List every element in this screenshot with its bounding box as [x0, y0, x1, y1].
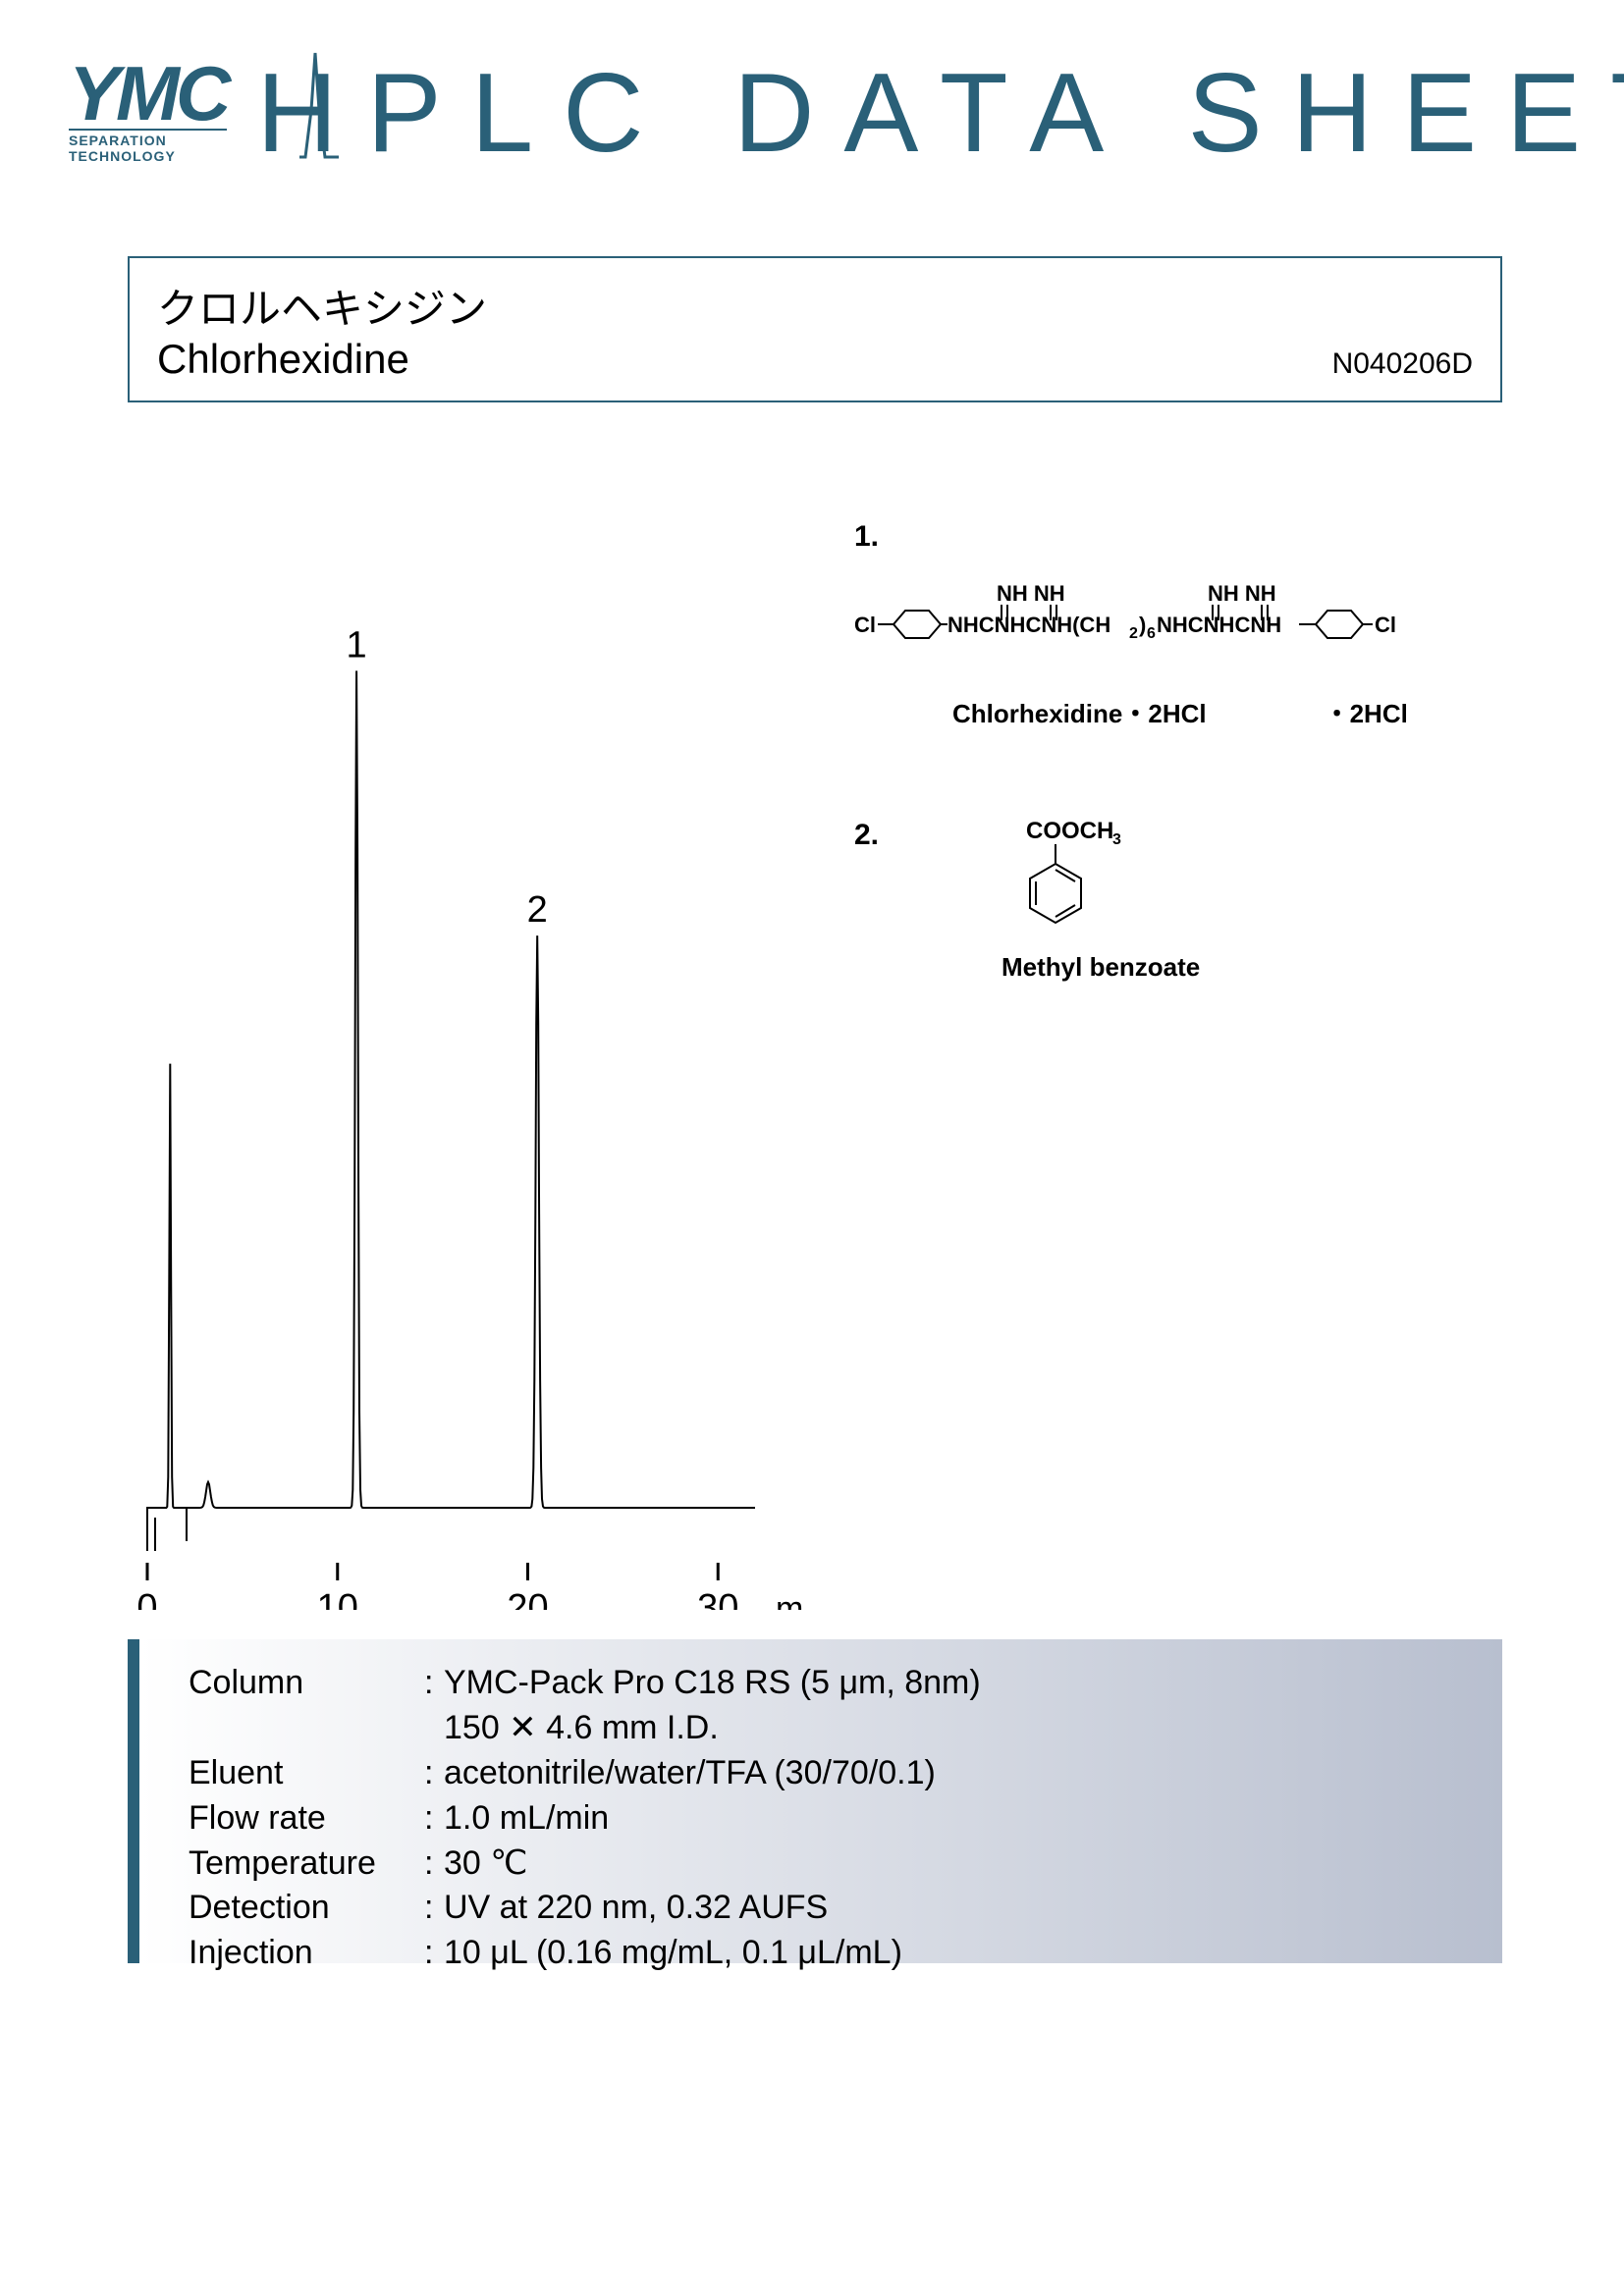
logo-peak-icon	[299, 51, 339, 159]
condition-row: Injection:10 μL (0.16 mg/mL, 0.1 μL/mL)	[189, 1931, 1473, 1976]
condition-row: Eluent:acetonitrile/water/TFA (30/70/0.1…	[189, 1751, 1473, 1796]
structure-1-diagram: Cl NH NH NH NH NHCNHCNH(CH 2 ) 6 NHCNHCN…	[854, 563, 1522, 681]
svg-text:): )	[1139, 613, 1146, 637]
condition-value: 150 ✕ 4.6 mm I.D.	[444, 1706, 1473, 1751]
title-box: クロルヘキシジン Chlorhexidine N040206D	[128, 256, 1502, 402]
condition-colon: :	[424, 1842, 444, 1887]
condition-label: Flow rate	[189, 1796, 424, 1842]
svg-text:Cl: Cl	[1375, 613, 1396, 637]
condition-colon: :	[424, 1886, 444, 1931]
condition-label: Eluent	[189, 1751, 424, 1796]
page: YMC SEPARATION TECHNOLOGY HPLC DATA SHEE…	[0, 0, 1624, 2296]
title-row2: Chlorhexidine N040206D	[157, 336, 1473, 383]
logo-main: YMC	[69, 61, 227, 126]
x-tick-label: 10	[317, 1587, 358, 1610]
title-en: Chlorhexidine	[157, 336, 409, 383]
svg-text:6: 6	[1147, 625, 1156, 642]
x-axis-unit: min	[776, 1590, 805, 1610]
condition-colon: :	[424, 1796, 444, 1842]
page-title: HPLC DATA SHEET	[256, 49, 1624, 178]
chromatogram-svg: 0 10 20 30 min 1 2	[118, 628, 805, 1610]
condition-colon: :	[424, 1751, 444, 1796]
condition-value: acetonitrile/water/TFA (30/70/0.1)	[444, 1751, 1473, 1796]
document-id: N040206D	[1332, 347, 1473, 381]
condition-colon: :	[424, 1931, 444, 1976]
condition-value: UV at 220 nm, 0.32 AUFS	[444, 1886, 1473, 1931]
svg-text:Cl: Cl	[854, 613, 876, 637]
structure-1-suffix: ・2HCl	[1325, 694, 1408, 730]
condition-label: Temperature	[189, 1842, 424, 1887]
peak-label: 2	[527, 889, 548, 931]
condition-value: YMC-Pack Pro C18 RS (5 μm, 8nm)	[444, 1661, 1473, 1706]
structure-2-diagram: COOCH 3	[997, 819, 1154, 946]
condition-label: Injection	[189, 1931, 424, 1976]
condition-label: Column	[189, 1661, 424, 1706]
condition-label	[189, 1706, 424, 1751]
conditions-box: Column:YMC-Pack Pro C18 RS (5 μm, 8nm)15…	[128, 1639, 1502, 1963]
x-tick-label: 30	[697, 1587, 738, 1610]
title-jp: クロルヘキシジン	[157, 276, 1473, 336]
condition-row: Temperature:30 ℃	[189, 1842, 1473, 1887]
condition-value: 30 ℃	[444, 1842, 1473, 1887]
condition-colon	[424, 1706, 444, 1751]
condition-row: Detection:UV at 220 nm, 0.32 AUFS	[189, 1886, 1473, 1931]
svg-text:2: 2	[1129, 625, 1138, 642]
structure-1-num: 1.	[854, 520, 1542, 554]
x-tick-label: 20	[507, 1587, 548, 1610]
structure-2-name: Methyl benzoate	[1001, 952, 1542, 983]
svg-text:NH NH: NH NH	[997, 581, 1065, 606]
structures-region: 1. Cl NH NH NH NH NHCNHCNH(CH 2 ) 6	[854, 520, 1542, 1071]
logo-tagline: SEPARATION TECHNOLOGY	[69, 129, 227, 164]
svg-text:NHCNHCNH(CH: NHCNHCNH(CH	[947, 613, 1110, 637]
structure-1-name: Chlorhexidine・2HCl	[952, 694, 1207, 730]
condition-row: Column:YMC-Pack Pro C18 RS (5 μm, 8nm)	[189, 1661, 1473, 1706]
condition-colon: :	[424, 1661, 444, 1706]
peak-label: 1	[347, 628, 367, 666]
condition-value: 10 μL (0.16 mg/mL, 0.1 μL/mL)	[444, 1931, 1473, 1976]
header: YMC SEPARATION TECHNOLOGY HPLC DATA SHEE…	[69, 49, 1555, 178]
logo: YMC SEPARATION TECHNOLOGY	[69, 61, 227, 165]
condition-row: 150 ✕ 4.6 mm I.D.	[189, 1706, 1473, 1751]
structure-2-num: 2.	[854, 819, 879, 852]
condition-label: Detection	[189, 1886, 424, 1931]
conditions-rows: Column:YMC-Pack Pro C18 RS (5 μm, 8nm)15…	[189, 1661, 1473, 1976]
condition-value: 1.0 mL/min	[444, 1796, 1473, 1842]
structure-2-formula: COOCH	[1026, 819, 1113, 844]
structure-1: 1. Cl NH NH NH NH NHCNHCNH(CH 2 ) 6	[854, 520, 1542, 730]
chromatogram: 0 10 20 30 min 1 2	[118, 628, 805, 1610]
structure-2: 2. COOCH 3 Methyl benzoate	[854, 819, 1542, 983]
svg-text:3: 3	[1112, 831, 1121, 848]
svg-text:NH NH: NH NH	[1208, 581, 1276, 606]
svg-text:NHCNHCNH: NHCNHCNH	[1157, 613, 1281, 637]
condition-row: Flow rate:1.0 mL/min	[189, 1796, 1473, 1842]
x-tick-label: 0	[136, 1587, 157, 1610]
